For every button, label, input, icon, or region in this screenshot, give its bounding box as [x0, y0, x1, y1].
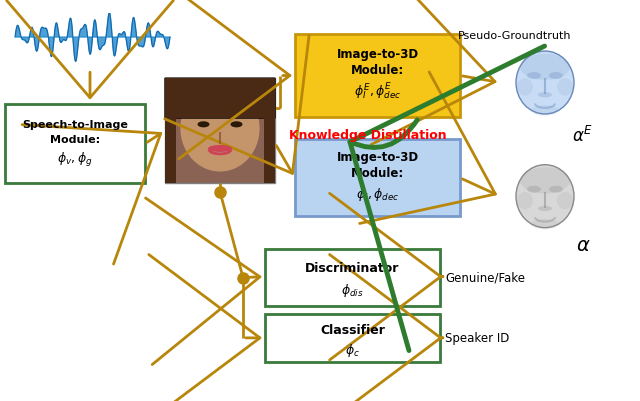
- Bar: [295, 35, 460, 118]
- Text: Image-to-3D: Image-to-3D: [337, 48, 419, 61]
- Text: $\alpha^E$: $\alpha^E$: [572, 126, 593, 146]
- Ellipse shape: [527, 186, 541, 193]
- Ellipse shape: [517, 192, 533, 210]
- Text: Image-to-3D: Image-to-3D: [337, 151, 419, 164]
- Text: Speech-to-Image: Speech-to-Image: [22, 119, 128, 129]
- Bar: [165, 79, 176, 184]
- Ellipse shape: [538, 93, 552, 98]
- Text: Genuine/Fake: Genuine/Fake: [445, 271, 525, 284]
- Text: Module:: Module:: [50, 135, 100, 145]
- Ellipse shape: [527, 73, 541, 80]
- Text: Classifier: Classifier: [320, 324, 385, 337]
- Text: $\phi_I, \phi_{dec}$: $\phi_I, \phi_{dec}$: [356, 186, 399, 203]
- Bar: [265, 249, 440, 306]
- Bar: [165, 79, 275, 119]
- Ellipse shape: [520, 55, 570, 81]
- Text: Module:: Module:: [351, 64, 404, 77]
- Text: Knowledge Distillation: Knowledge Distillation: [289, 129, 446, 142]
- Text: Speaker ID: Speaker ID: [445, 332, 509, 344]
- Ellipse shape: [517, 79, 533, 96]
- Text: $\phi_I^E, \phi_{dec}^E$: $\phi_I^E, \phi_{dec}^E$: [354, 82, 401, 102]
- Text: $\phi_v, \phi_g$: $\phi_v, \phi_g$: [57, 150, 93, 168]
- Text: $\phi_{dis}$: $\phi_{dis}$: [341, 282, 364, 298]
- Ellipse shape: [516, 52, 574, 115]
- Ellipse shape: [230, 122, 243, 128]
- Ellipse shape: [198, 122, 209, 128]
- Bar: [165, 79, 275, 184]
- Text: $\phi_c$: $\phi_c$: [345, 341, 360, 358]
- Bar: [5, 105, 145, 184]
- Text: Pseudo-Groundtruth: Pseudo-Groundtruth: [458, 31, 572, 41]
- Ellipse shape: [549, 73, 563, 80]
- Ellipse shape: [208, 146, 232, 152]
- Ellipse shape: [531, 219, 559, 230]
- Ellipse shape: [516, 165, 574, 228]
- Ellipse shape: [538, 206, 552, 212]
- FancyBboxPatch shape: [165, 79, 275, 119]
- Bar: [265, 314, 440, 363]
- Bar: [295, 140, 460, 217]
- Text: Discriminator: Discriminator: [305, 262, 400, 275]
- Ellipse shape: [520, 168, 570, 194]
- Ellipse shape: [557, 192, 573, 210]
- Ellipse shape: [180, 86, 260, 172]
- Ellipse shape: [531, 106, 559, 116]
- Text: Module:: Module:: [351, 167, 404, 180]
- Ellipse shape: [549, 186, 563, 193]
- Bar: [264, 79, 275, 184]
- Text: $\alpha$: $\alpha$: [576, 235, 590, 254]
- Ellipse shape: [557, 79, 573, 96]
